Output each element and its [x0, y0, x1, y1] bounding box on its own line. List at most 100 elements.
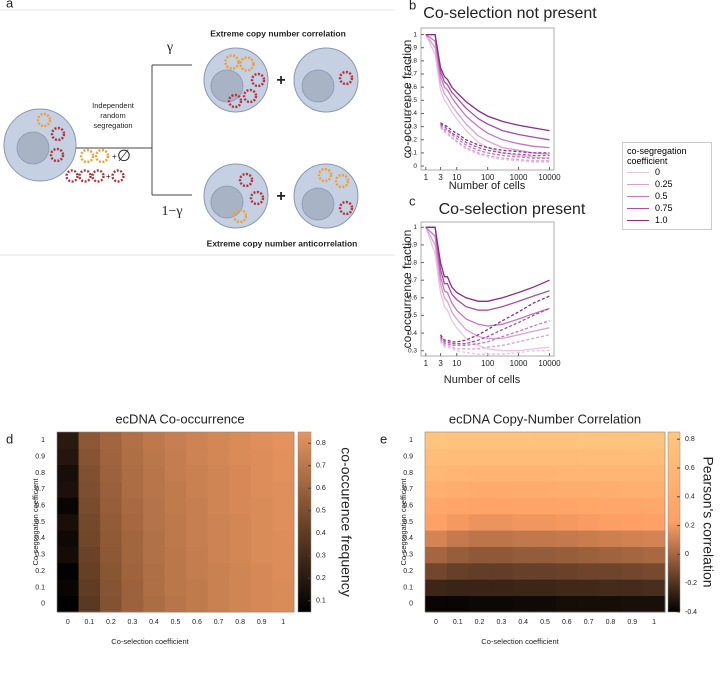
heat-cell [164, 579, 187, 597]
y-tick-label: 0.4 [408, 330, 417, 337]
heat-cell [78, 432, 101, 449]
heat-cell [272, 513, 295, 531]
heat-cell [78, 579, 101, 597]
heat-cell [143, 432, 166, 449]
heat-cell [643, 464, 666, 482]
heat-cell [555, 497, 579, 515]
ecdna [338, 200, 354, 216]
heat-cell [512, 481, 535, 498]
heat-cell [100, 595, 123, 613]
y-tick-label: 0.4 [403, 535, 413, 542]
heat-cell [512, 546, 535, 564]
heat-cell [446, 432, 470, 449]
y-tick-label: 0.3 [408, 347, 417, 354]
heat-cell [100, 432, 123, 449]
heat-cell [621, 579, 644, 597]
heat-cell [121, 562, 144, 580]
heat-cell [577, 562, 600, 580]
legend-label: 0 [655, 167, 661, 177]
x-tick-label: 0.8 [606, 619, 616, 626]
heat-cell [57, 448, 79, 466]
heat-cell [186, 595, 209, 613]
heat-cell [272, 448, 295, 466]
colorbar-tick-label: 0.2 [316, 575, 326, 582]
heat-cell [207, 595, 230, 613]
y-tick-label: 0.9 [35, 453, 45, 460]
heat-cell [446, 464, 470, 482]
plot-frame [424, 431, 666, 613]
heat-cell [599, 464, 622, 482]
heat-cell [78, 513, 101, 531]
ecdna [232, 208, 248, 224]
heat-cell [425, 546, 448, 564]
ecdna [239, 56, 255, 72]
y-tick-label: 0.4 [408, 110, 417, 117]
heat-cell [446, 513, 470, 531]
heat-cell [207, 448, 230, 466]
colorbar-tick-label: 0.8 [685, 436, 695, 443]
nucleus [210, 185, 244, 219]
ecdna [224, 54, 240, 70]
heat-cell [577, 432, 600, 449]
heat-cell [643, 595, 666, 613]
y-axis-label: co-occurrence fraction [400, 40, 414, 159]
heat-cell [100, 481, 123, 498]
x-tick-label: 3 [438, 173, 443, 182]
heat-cell [555, 530, 579, 547]
y-tick-label: 0.6 [35, 502, 45, 509]
heat-cell [599, 546, 622, 564]
heat-cell [186, 464, 209, 482]
heat-cell [250, 497, 273, 515]
panel-label: d [6, 431, 13, 446]
segregation-label: segregation [93, 121, 132, 130]
heat-cell [250, 530, 273, 547]
heat-cell [250, 562, 273, 580]
series-line [425, 34, 550, 155]
x-tick-label: 0.4 [518, 619, 528, 626]
heat-cell [164, 562, 187, 580]
y-tick-label: 0.7 [35, 486, 45, 493]
heat-cell [229, 546, 252, 564]
chart-title: ecDNA Co-occurrence [115, 411, 244, 426]
heat-cell [143, 562, 166, 580]
y-tick-label: 0.5 [35, 519, 45, 526]
heat-cell [512, 464, 535, 482]
heat-cell [446, 579, 470, 597]
heat-cell [490, 546, 513, 564]
y-axis-label: co-occurrence fraction [400, 230, 414, 349]
one-minus-gamma: 1−γ [161, 204, 182, 219]
series-dashed-line [440, 122, 550, 154]
y-tick-label: 0.7 [408, 71, 417, 78]
heat-cell [207, 562, 230, 580]
y-axis-label: Co-segregation coefficient [399, 478, 408, 566]
plus: + [276, 72, 285, 89]
heat-cell [57, 481, 79, 498]
heat-cell [186, 579, 209, 597]
heat-cell [512, 579, 535, 597]
series-dashed-line [439, 295, 550, 343]
x-tick-label: 0.6 [192, 619, 202, 626]
heat-cell [186, 513, 209, 531]
heat-cell [100, 562, 123, 580]
series-line [425, 33, 550, 141]
heat-cell [121, 448, 144, 466]
series-dashed-line [439, 341, 550, 355]
heat-cell [599, 432, 622, 449]
heat-cell [229, 579, 252, 597]
x-tick-label: 0.4 [149, 619, 159, 626]
x-tick-label: 0.7 [584, 619, 594, 626]
heat-cell [555, 481, 579, 498]
heat-cell [121, 497, 144, 515]
heat-cell [621, 513, 644, 531]
x-tick-label: 0.6 [562, 619, 572, 626]
heat-cell [534, 530, 557, 547]
heat-cell [512, 497, 535, 515]
heat-cell [272, 464, 295, 482]
colorbar-tick-label: 0.7 [316, 463, 326, 470]
y-tick-label: 0.2 [35, 568, 45, 575]
heat-cell [143, 595, 166, 613]
heat-cell [534, 497, 557, 515]
empty-set: ∅ [117, 148, 131, 165]
heat-cell [534, 432, 557, 449]
